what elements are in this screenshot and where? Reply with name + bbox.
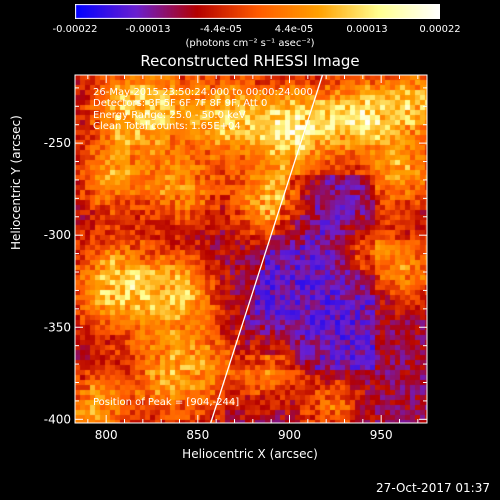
x-tick-label: 900 (278, 428, 301, 442)
colorbar-unit: (photons cm⁻² s⁻¹ asec⁻²) (185, 38, 315, 49)
y-axis-label: Heliocentric Y (arcsec) (9, 115, 23, 250)
x-axis-label: Heliocentric X (arcsec) (182, 447, 318, 461)
solar-limb-line (210, 74, 324, 424)
peak-position-annotation: Position of Peak = [904,-244] (93, 397, 240, 408)
colorbar-tick-label: 0.00022 (419, 24, 461, 35)
y-tick-label: -400 (44, 412, 71, 426)
colorbar-tick-label: 0.00013 (346, 24, 388, 35)
x-tick-label: 850 (186, 428, 209, 442)
energy-range-annotation: Energy Range: 25.0 - 50.0 keV (93, 110, 246, 121)
colorbar-tick-label: -4.4e-05 (200, 24, 242, 35)
colorbar-tick-label: -0.00022 (52, 24, 98, 35)
plot-frame (74, 74, 428, 424)
detectors-annotation: Detectors: 3F 5F 6F 7F 8F 9F, Att 0 (93, 98, 268, 109)
x-tick-label: 800 (95, 428, 118, 442)
colorbar-tick-label: -0.00013 (125, 24, 171, 35)
y-tick-label: -300 (44, 228, 71, 242)
y-tick-label: -350 (44, 320, 71, 334)
timestamp: 27-Oct-2017 01:37 (376, 481, 490, 495)
colorbar-tick-label: 4.4e-05 (274, 24, 314, 35)
time-range-annotation: 26-May-2015 23:50:24.000 to 00:00:24.000 (93, 87, 313, 98)
y-tick-label: -250 (44, 136, 71, 150)
heatmap-image (75, 75, 427, 423)
clean-annotation: Clean Total counts: 1.65E+04 (93, 121, 241, 132)
colorbar (75, 4, 440, 19)
chart-title: Reconstructed RHESSI Image (140, 52, 360, 70)
x-tick-label: 950 (370, 428, 393, 442)
